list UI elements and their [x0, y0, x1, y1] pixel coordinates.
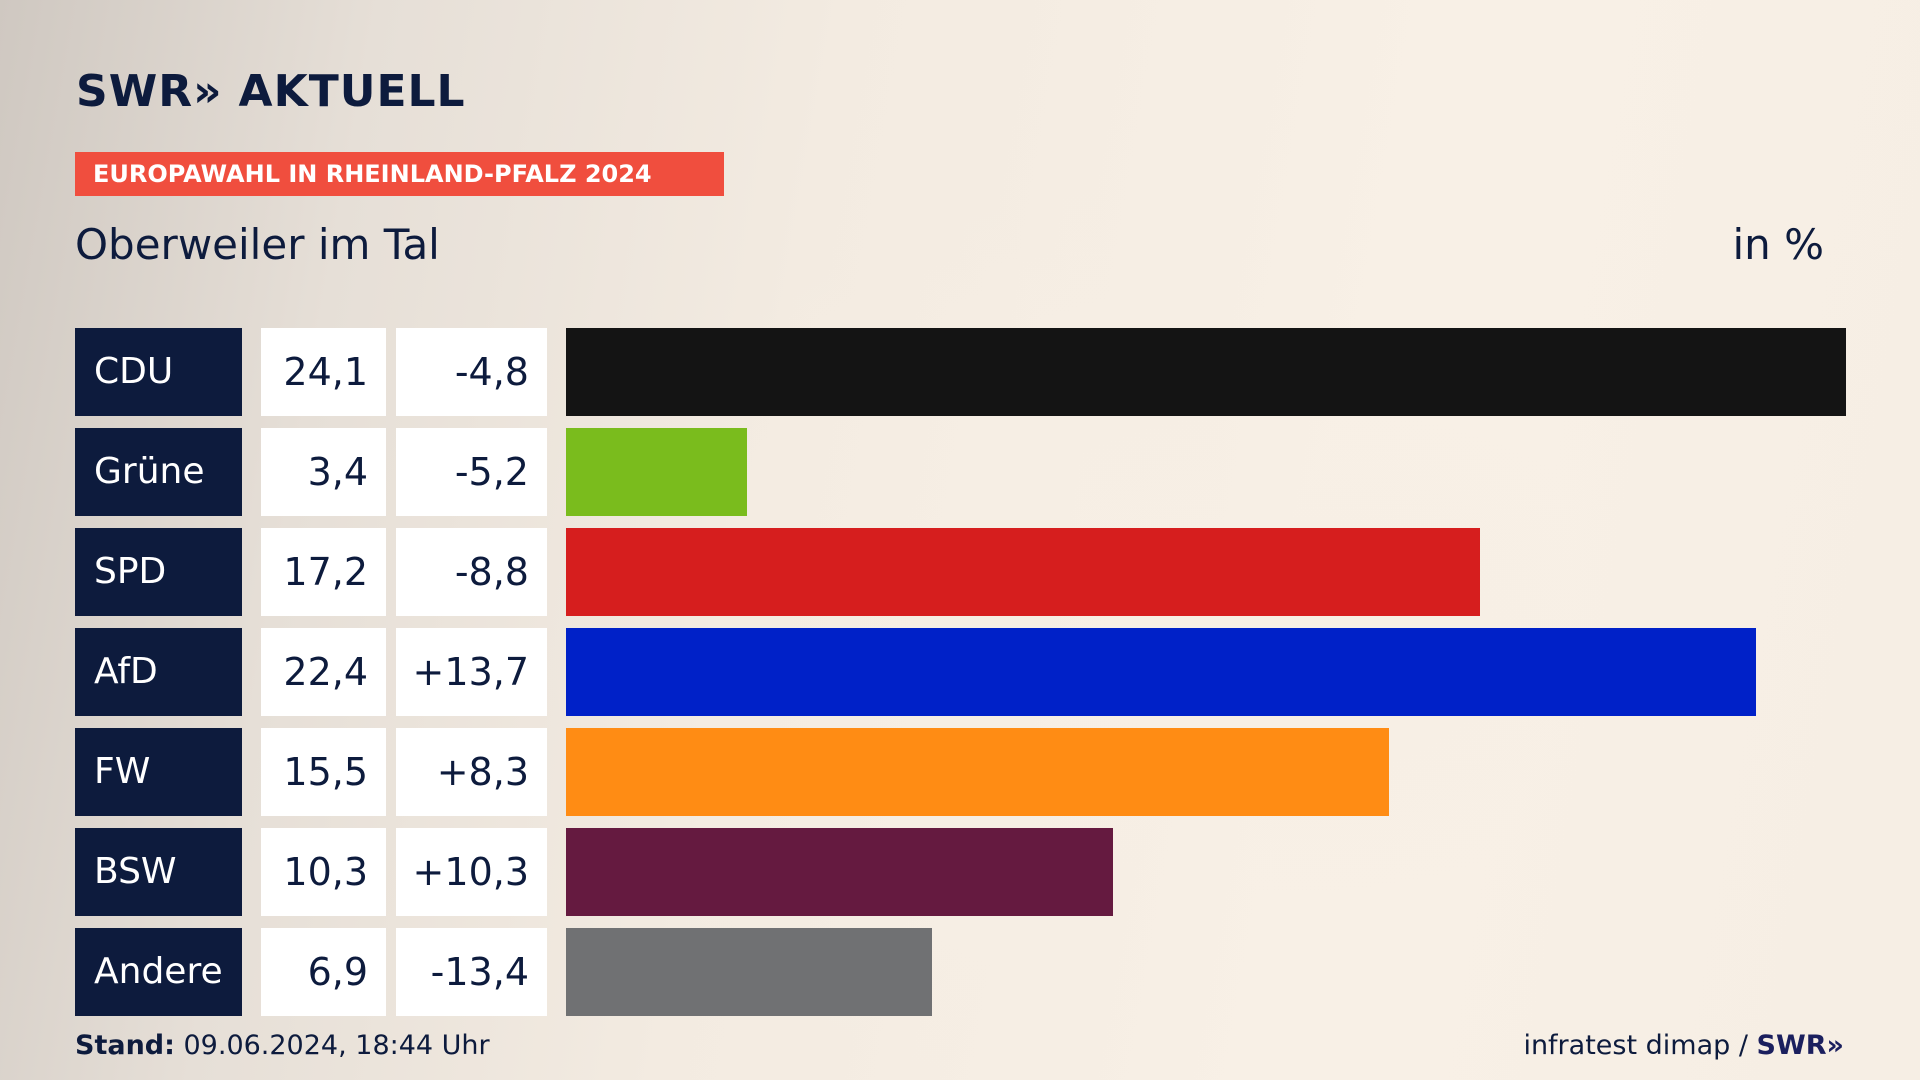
election-banner: EUROPAWAHL IN RHEINLAND-PFALZ 2024 [75, 152, 724, 196]
logo-aktuell: AKTUELL [238, 66, 466, 117]
result-bar [566, 328, 1846, 416]
stand-label: Stand: [75, 1030, 175, 1061]
vote-change-label: -13,4 [396, 928, 547, 1016]
swr-aktuell-logo: SWR» AKTUELL [76, 66, 466, 117]
vote-share-label: 6,9 [261, 928, 386, 1016]
result-bar [566, 528, 1480, 616]
result-bar [566, 828, 1113, 916]
result-bar [566, 428, 747, 516]
logo-swr: SWR [76, 66, 194, 117]
vote-change-label: +8,3 [396, 728, 547, 816]
result-bar [566, 728, 1389, 816]
vote-share-label: 24,1 [261, 328, 386, 416]
party-label: Grüne [75, 428, 242, 516]
source-text: infratest dimap / [1523, 1030, 1757, 1061]
vote-share-label: 17,2 [261, 528, 386, 616]
vote-change-label: -8,8 [396, 528, 547, 616]
logo-chevrons-icon: » [193, 66, 223, 117]
vote-change-label: -4,8 [396, 328, 547, 416]
vote-change-label: +10,3 [396, 828, 547, 916]
vote-share-label: 22,4 [261, 628, 386, 716]
timestamp: Stand: 09.06.2024, 18:44 Uhr [75, 1030, 490, 1061]
vote-share-label: 3,4 [261, 428, 386, 516]
vote-share-label: 10,3 [261, 828, 386, 916]
stand-value: 09.06.2024, 18:44 Uhr [174, 1030, 490, 1061]
vote-share-label: 15,5 [261, 728, 386, 816]
vote-change-label: -5,2 [396, 428, 547, 516]
result-bar [566, 628, 1756, 716]
party-label: BSW [75, 828, 242, 916]
municipality-title: Oberweiler im Tal [75, 220, 440, 269]
party-label: CDU [75, 328, 242, 416]
party-label: AfD [75, 628, 242, 716]
source-credit: infratest dimap / SWR» [1523, 1030, 1844, 1061]
party-label: Andere [75, 928, 242, 1016]
party-label: SPD [75, 528, 242, 616]
vote-change-label: +13,7 [396, 628, 547, 716]
unit-label: in % [1732, 220, 1824, 269]
source-brand: SWR» [1756, 1030, 1844, 1061]
party-label: FW [75, 728, 242, 816]
result-bar [566, 928, 932, 1016]
